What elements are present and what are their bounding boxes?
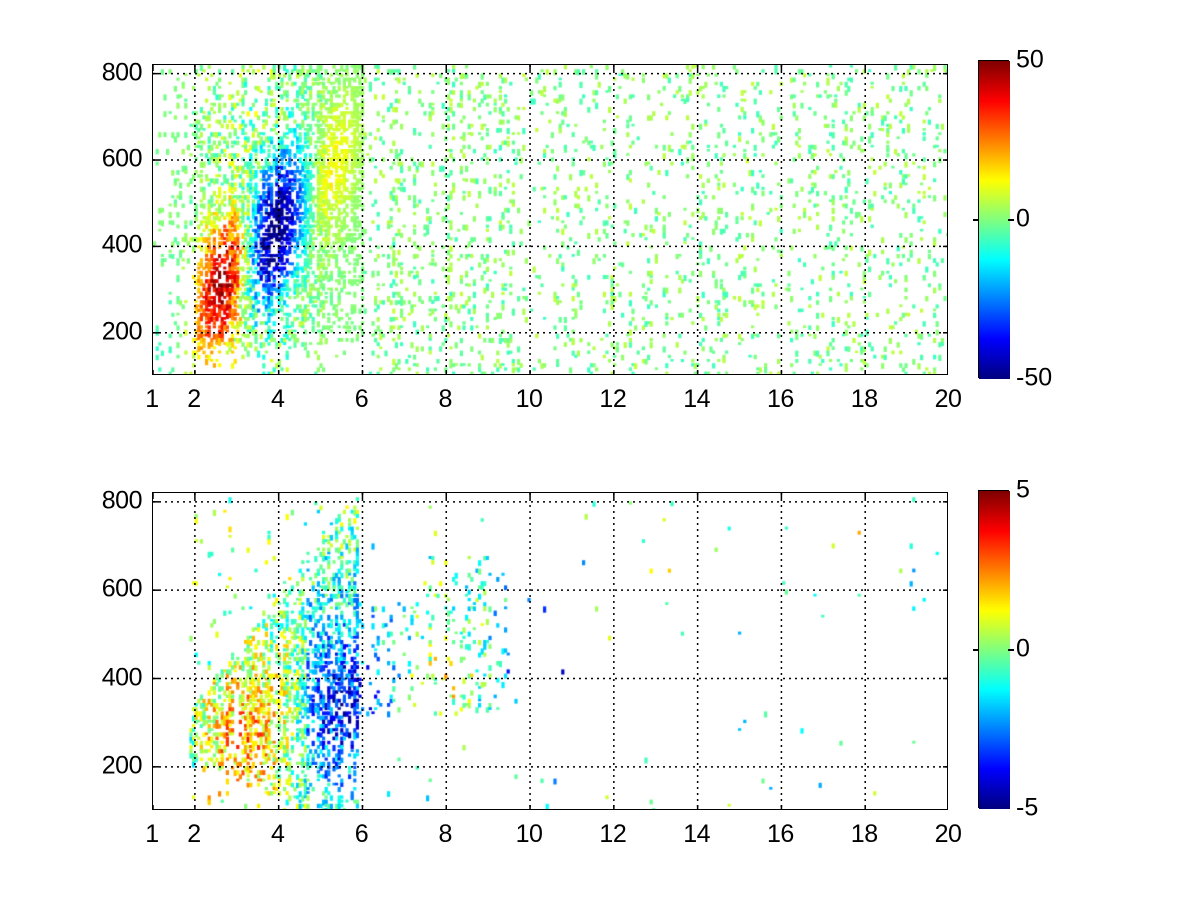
colorbar-tick-label: 0 (1016, 635, 1030, 664)
bottom-colorbar-gradient (979, 491, 1010, 809)
colorbar-tick-mark (973, 219, 979, 221)
top-heatmap-canvas (153, 65, 948, 375)
x-tick-label: 10 (516, 820, 543, 849)
x-tick-label: 18 (851, 385, 878, 414)
x-tick-label: 4 (271, 385, 284, 414)
colorbar-tick-mark (973, 649, 979, 651)
x-tick-label: 18 (851, 820, 878, 849)
y-tick-label: 400 (60, 231, 142, 260)
x-tick-label: 14 (683, 820, 710, 849)
colorbar-tick-label: -50 (1016, 364, 1052, 393)
top-subplot (152, 64, 948, 375)
x-tick-label: 4 (271, 820, 284, 849)
x-tick-label: 16 (767, 820, 794, 849)
x-tick-label: 16 (767, 385, 794, 414)
top-axes-frame[interactable] (152, 64, 948, 375)
x-tick-label: 2 (187, 385, 200, 414)
top-colorbar[interactable] (978, 60, 1009, 378)
colorbar-tick-mark (1008, 219, 1014, 221)
colorbar-tick-label: -5 (1016, 794, 1038, 823)
y-tick-label: 600 (60, 575, 142, 604)
y-tick-label: 200 (60, 751, 142, 780)
colorbar-tick-mark (1008, 649, 1014, 651)
x-tick-label: 12 (599, 385, 626, 414)
matlab-figure: 200400600800 12468101214161820 -50050 20… (0, 0, 1200, 900)
colorbar-tick-label: 0 (1016, 205, 1030, 234)
y-tick-label: 200 (60, 317, 142, 346)
x-tick-label: 10 (516, 385, 543, 414)
bottom-subplot (152, 492, 948, 810)
top-colorbar-gradient (979, 61, 1010, 379)
bottom-colorbar[interactable] (978, 490, 1009, 808)
y-tick-label: 800 (60, 486, 142, 515)
x-tick-label: 6 (355, 385, 368, 414)
x-tick-label: 20 (935, 385, 962, 414)
x-tick-label: 14 (683, 385, 710, 414)
colorbar-tick-label: 50 (1016, 46, 1044, 75)
y-tick-label: 600 (60, 145, 142, 174)
x-tick-label: 1 (145, 820, 158, 849)
y-tick-label: 800 (60, 58, 142, 87)
x-tick-label: 12 (599, 820, 626, 849)
x-tick-label: 8 (439, 820, 452, 849)
bottom-axes-frame[interactable] (152, 492, 948, 810)
x-tick-label: 2 (187, 820, 200, 849)
x-tick-label: 20 (935, 820, 962, 849)
x-tick-label: 8 (439, 385, 452, 414)
bottom-heatmap-canvas (153, 493, 948, 810)
y-tick-label: 400 (60, 663, 142, 692)
x-tick-label: 6 (355, 820, 368, 849)
colorbar-tick-label: 5 (1016, 476, 1030, 505)
x-tick-label: 1 (145, 385, 158, 414)
